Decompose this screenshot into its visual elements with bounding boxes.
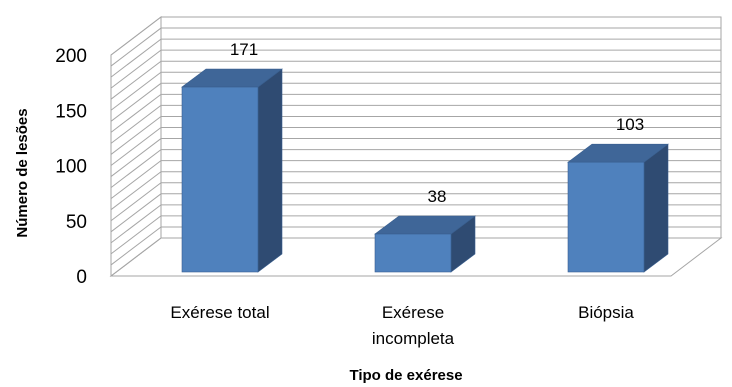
gridline (110, 127, 721, 166)
gridline (110, 171, 721, 211)
data-labels: 171 38 103 (230, 40, 644, 206)
gridline (110, 193, 721, 233)
bar-front (374, 233, 452, 273)
y-tick-label: 100 (55, 157, 87, 178)
gridline (110, 93, 721, 133)
y-axis-title: Número de lesões (14, 108, 31, 237)
x-category-label: Exérese total (170, 303, 269, 322)
gridline (110, 182, 721, 222)
y-tick-label: 200 (55, 46, 87, 67)
gridline (110, 160, 721, 200)
bar (374, 215, 476, 273)
gridline (110, 237, 721, 277)
gridline (110, 226, 721, 266)
x-axis-title: Tipo de exérese (349, 367, 462, 384)
gridline (110, 27, 721, 67)
gridline (110, 138, 721, 177)
x-category-label: Biópsia (578, 303, 634, 322)
data-label: 38 (428, 187, 447, 206)
y-tick-label: 50 (66, 212, 87, 233)
y-tick-labels: 0 50 100 150 200 (55, 46, 87, 288)
bar-side (257, 68, 283, 273)
data-label: 171 (230, 40, 258, 59)
gridline (110, 16, 721, 56)
gridline (110, 71, 721, 111)
gridline (110, 115, 721, 155)
x-category-labels: Exérese total Exérese incompleta Biópsia (170, 303, 634, 348)
x-category-label: incompleta (372, 329, 455, 348)
gridline (110, 204, 721, 244)
bar (181, 68, 283, 273)
bars (181, 68, 669, 273)
gridline (110, 149, 721, 188)
bar-front (567, 161, 645, 273)
y-tick-label: 0 (76, 267, 87, 288)
bar (567, 143, 669, 273)
bar-front (181, 86, 259, 273)
bar-side (643, 143, 669, 273)
x-category-label: Exérese (382, 303, 444, 322)
gridline (110, 60, 721, 100)
gridline (110, 38, 721, 78)
gridline (110, 49, 721, 89)
gridline (110, 82, 721, 122)
y-tick-label: 150 (55, 101, 87, 122)
data-label: 103 (616, 115, 644, 134)
gridline (110, 215, 721, 255)
gridline (110, 104, 721, 144)
